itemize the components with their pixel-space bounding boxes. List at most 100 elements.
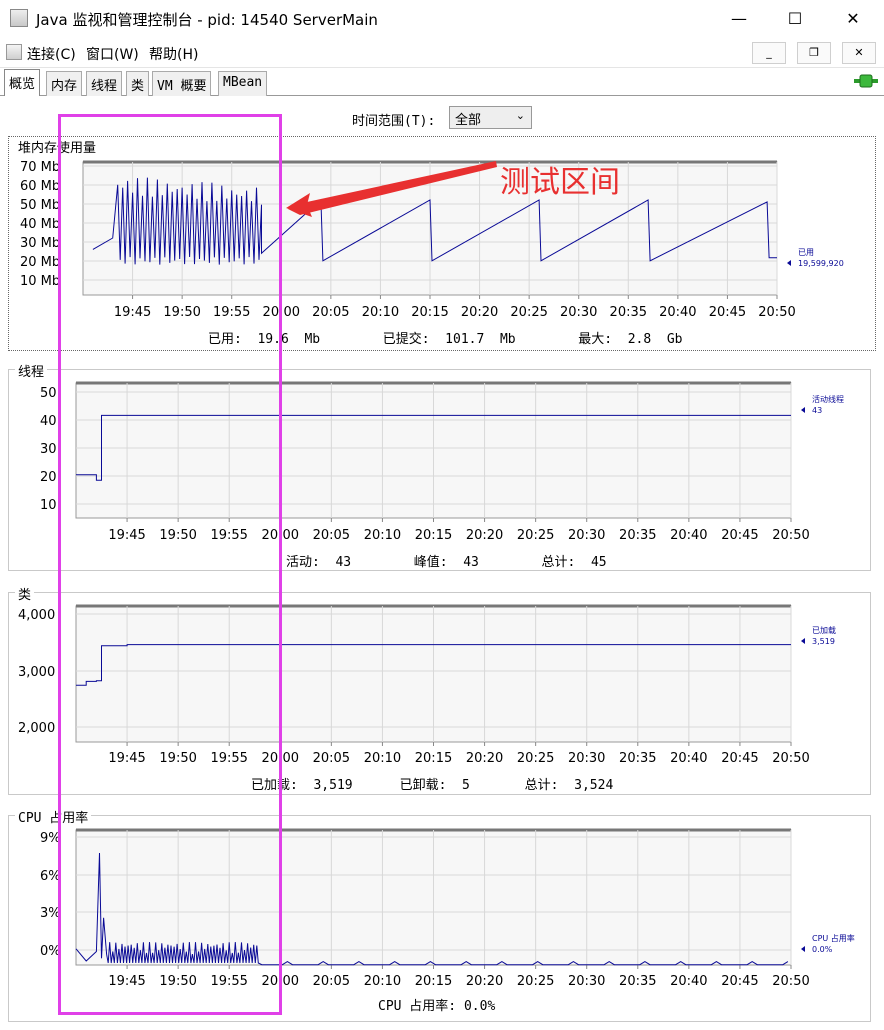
threads-y-tick-label: 40: [40, 414, 57, 429]
classes-x-tick-label: 20:20: [466, 751, 503, 766]
classes-y-tick-label: 3,000: [18, 665, 55, 680]
close-button[interactable]: ✕: [846, 9, 860, 28]
threads-y-tick-label: 50: [40, 386, 57, 401]
connection-status-icon: [854, 74, 878, 88]
threads-x-tick-label: 20:45: [721, 528, 758, 543]
threads-x-tick-label: 20:05: [313, 528, 350, 543]
cpu-legend-name: CPU 占用率: [812, 933, 855, 943]
heap-legend-marker: [787, 260, 791, 266]
heap-x-tick-label: 20:25: [510, 305, 547, 320]
heap-x-tick-label: 20:10: [362, 305, 399, 320]
heap-x-tick-label: 20:45: [709, 305, 746, 320]
cpu-panel: [8, 815, 871, 1022]
cpu-y-tick-label: 3%: [40, 906, 61, 921]
menu-help[interactable]: 帮助(H): [149, 47, 199, 63]
tab-mbean[interactable]: MBean: [218, 71, 268, 96]
heap-x-tick-label: 20:15: [411, 305, 448, 320]
minimize-button[interactable]: —: [731, 9, 747, 28]
threads-y-tick-label: 20: [40, 470, 57, 485]
cpu-x-tick-label: 20:40: [670, 974, 707, 989]
heap-x-tick-label: 19:45: [114, 305, 151, 320]
time-range-value: 全部: [455, 113, 482, 128]
tab-threads[interactable]: 线程: [86, 71, 123, 96]
cpu-y-tick-label: 0%: [40, 944, 61, 959]
window-title: Java 监视和管理控制台 - pid: 14540 ServerMain: [36, 11, 378, 29]
threads-legend-name: 活动线程: [812, 394, 844, 404]
cpu-summary: CPU 占用率: 0.0%: [378, 999, 496, 1014]
classes-x-tick-label: 20:30: [568, 751, 605, 766]
heap-x-tick-label: 20:35: [610, 305, 647, 320]
threads-panel: [8, 369, 871, 571]
menu-window[interactable]: 窗口(W): [86, 47, 139, 63]
cpu-legend-value: 0.0%: [812, 945, 833, 954]
tab-bar: 概览 内存 线程 类 VM 概要 MBean: [0, 68, 884, 96]
cpu-y-tick-label: 6%: [40, 869, 61, 884]
cpu-x-tick-label: 20:45: [721, 974, 758, 989]
heap-y-tick-label: 50 Mb: [20, 198, 60, 213]
cpu-x-tick-label: 20:20: [466, 974, 503, 989]
threads-x-tick-label: 20:20: [466, 528, 503, 543]
inner-restore-button[interactable]: ❐: [797, 42, 831, 64]
classes-x-tick-label: 20:25: [517, 751, 554, 766]
heap-x-tick-label: 20:40: [659, 305, 696, 320]
threads-x-tick-label: 20:40: [670, 528, 707, 543]
tab-vm-summary[interactable]: VM 概要: [152, 71, 212, 96]
classes-x-tick-label: 20:15: [415, 751, 452, 766]
classes-x-tick-label: 19:45: [108, 751, 145, 766]
threads-summary: 活动: 43 峰值: 43 总计: 45: [286, 555, 607, 570]
heap-legend-name: 已用: [798, 248, 814, 257]
heap-x-tick-label: 20:20: [461, 305, 498, 320]
cpu-x-tick-label: 19:50: [159, 974, 196, 989]
cpu-x-tick-label: 19:45: [108, 974, 145, 989]
threads-x-tick-label: 20:30: [568, 528, 605, 543]
inner-close-button[interactable]: ✕: [842, 42, 876, 64]
tab-overview[interactable]: 概览: [4, 69, 41, 96]
classes-x-tick-label: 20:35: [619, 751, 656, 766]
menu-connection[interactable]: 连接(C): [27, 47, 76, 63]
classes-panel-title: 类: [15, 584, 35, 603]
classes-y-tick-label: 2,000: [18, 721, 55, 736]
threads-x-tick-label: 19:50: [159, 528, 196, 543]
cpu-x-tick-label: 20:35: [619, 974, 656, 989]
classes-x-tick-label: 19:55: [210, 751, 247, 766]
time-range-select[interactable]: 全部 ⌄: [449, 106, 532, 129]
heap-panel-title: 堆内存使用量: [15, 137, 100, 156]
threads-x-tick-label: 20:50: [772, 528, 809, 543]
test-interval-annotation: 测试区间: [500, 165, 620, 200]
cpu-x-tick-label: 20:50: [772, 974, 809, 989]
cpu-panel-title: CPU 占用率: [15, 807, 92, 826]
cpu-legend-marker: [801, 946, 805, 952]
threads-x-tick-label: 20:35: [619, 528, 656, 543]
window-titlebar: Java 监视和管理控制台 - pid: 14540 ServerMain — …: [0, 0, 884, 38]
threads-y-tick-label: 30: [40, 442, 57, 457]
threads-legend-marker: [801, 407, 805, 413]
classes-x-tick-label: 20:50: [772, 751, 809, 766]
classes-summary: 已加载: 3,519 已卸载: 5 总计: 3,524: [251, 778, 614, 793]
maximize-button[interactable]: ☐: [787, 9, 803, 28]
heap-panel: [8, 136, 876, 351]
threads-y-tick-label: 10: [40, 498, 57, 513]
cpu-x-tick-label: 20:25: [517, 974, 554, 989]
cpu-series-line: [75, 852, 789, 966]
cpu-x-tick-label: 19:55: [210, 974, 247, 989]
java-app-icon: [10, 9, 28, 27]
tab-classes[interactable]: 类: [126, 71, 150, 96]
cpu-x-tick-label: 20:15: [415, 974, 452, 989]
heap-y-tick-label: 30 Mb: [20, 236, 60, 251]
inner-minimize-button[interactable]: _: [752, 42, 786, 64]
tab-memory[interactable]: 内存: [46, 71, 83, 96]
heap-x-tick-label: 20:30: [560, 305, 597, 320]
threads-series-line: [76, 414, 791, 481]
cpu-x-tick-label: 20:10: [364, 974, 401, 989]
cpu-y-tick-label: 9%: [40, 831, 61, 846]
heap-y-tick-label: 60 Mb: [20, 179, 60, 194]
heap-y-tick-label: 70 Mb: [20, 160, 60, 175]
threads-legend-value: 43: [812, 406, 822, 415]
classes-x-tick-label: 20:05: [313, 751, 350, 766]
heap-y-tick-label: 10 Mb: [20, 274, 60, 289]
heap-x-tick-label: 20:50: [758, 305, 795, 320]
heap-series-line: [92, 177, 777, 265]
threads-x-tick-label: 20:15: [415, 528, 452, 543]
